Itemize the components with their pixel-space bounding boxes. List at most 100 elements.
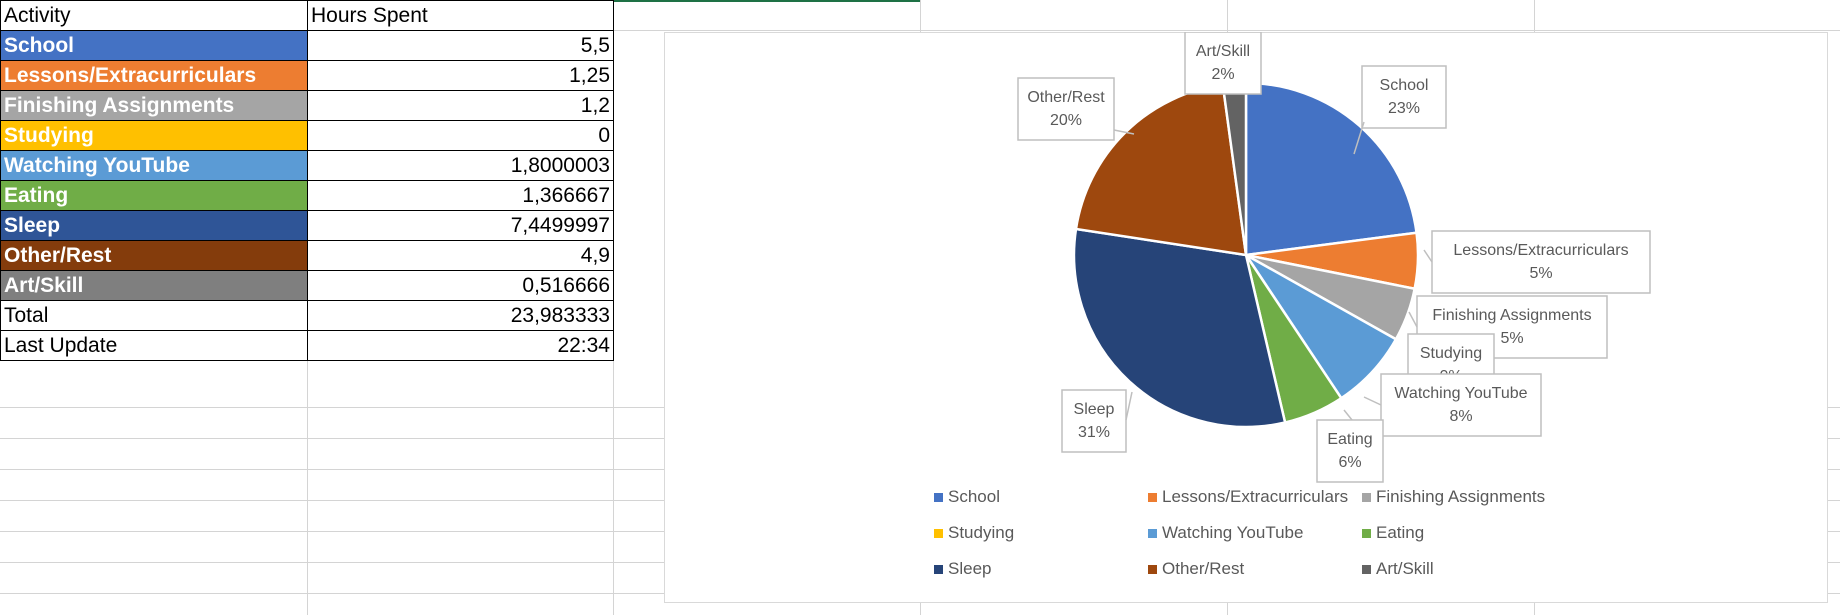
legend-label: School <box>948 487 1000 506</box>
data-label: Watching YouTube 8% <box>1380 373 1542 437</box>
data-label-percent: 31% <box>1078 424 1110 441</box>
data-label: Art/Skill 2% <box>1184 32 1262 95</box>
legend-label: Sleep <box>948 559 991 578</box>
data-label-percent: 6% <box>1338 454 1361 471</box>
last-update-label[interactable]: Last Update <box>0 330 308 361</box>
table-row: Lessons/Extracurriculars 1,25 <box>0 60 614 91</box>
legend-item[interactable]: Watching YouTube <box>1148 523 1303 542</box>
data-label-percent: 2% <box>1211 66 1234 83</box>
table-row: School 5,5 <box>0 30 614 61</box>
data-label-percent: 8% <box>1449 408 1472 425</box>
hours-cell[interactable]: 0,516666 <box>307 270 614 301</box>
legend-label: Watching YouTube <box>1162 523 1303 542</box>
legend-label: Art/Skill <box>1376 559 1434 578</box>
legend-swatch <box>1362 529 1371 538</box>
table-row: Finishing Assignments 1,2 <box>0 90 614 121</box>
legend-label: Studying <box>948 523 1014 542</box>
data-label-percent: 5% <box>1529 265 1552 282</box>
data-label-name: Sleep <box>1074 401 1115 418</box>
table-row: Sleep 7,4499997 <box>0 210 614 241</box>
legend-swatch <box>1148 565 1157 574</box>
data-label-box <box>1361 65 1447 129</box>
activity-cell[interactable]: Lessons/Extracurriculars <box>0 60 308 91</box>
hours-cell[interactable]: 0 <box>307 120 614 151</box>
hours-cell[interactable]: 1,2 <box>307 90 614 121</box>
legend-swatch <box>934 529 943 538</box>
activity-cell[interactable]: Art/Skill <box>0 270 308 301</box>
legend-item[interactable]: Other/Rest <box>1148 559 1244 578</box>
activity-cell[interactable]: Sleep <box>0 210 308 241</box>
data-label-box <box>1316 419 1384 483</box>
activity-cell[interactable]: Other/Rest <box>0 240 308 271</box>
data-label: Other/Rest 20% <box>1017 77 1115 141</box>
table-row: Art/Skill 0,516666 <box>0 270 614 301</box>
legend-swatch <box>1362 493 1371 502</box>
hours-cell[interactable]: 1,366667 <box>307 180 614 211</box>
data-label-percent: 23% <box>1388 100 1420 117</box>
legend-item[interactable]: School <box>934 487 1000 506</box>
last-update-row: Last Update 22:34 <box>0 330 614 361</box>
total-label[interactable]: Total <box>0 300 308 331</box>
activity-cell[interactable]: Finishing Assignments <box>0 90 308 121</box>
last-update-value[interactable]: 22:34 <box>307 330 614 361</box>
legend-item[interactable]: Lessons/Extracurriculars <box>1148 487 1348 506</box>
leader-line <box>1343 409 1353 421</box>
hours-cell[interactable]: 1,25 <box>307 60 614 91</box>
hours-cell[interactable]: 5,5 <box>307 30 614 61</box>
legend-label: Lessons/Extracurriculars <box>1162 487 1348 506</box>
total-value[interactable]: 23,983333 <box>307 300 614 331</box>
legend-label: Finishing Assignments <box>1376 487 1545 506</box>
pie-chart[interactable]: School 23% Lessons/Extracurriculars 5% Finis… <box>664 32 1828 603</box>
data-label: Sleep 31% <box>1061 389 1127 453</box>
legend-label: Other/Rest <box>1162 559 1244 578</box>
data-label-box <box>1380 373 1542 437</box>
header-activity[interactable]: Activity <box>0 0 308 31</box>
legend-swatch <box>934 493 943 502</box>
legend-swatch <box>1362 565 1371 574</box>
legend-swatch <box>934 565 943 574</box>
hours-cell[interactable]: 1,8000003 <box>307 150 614 181</box>
data-label-name: Watching YouTube <box>1394 385 1527 402</box>
activity-cell[interactable]: School <box>0 30 308 61</box>
data-label-box <box>1061 389 1127 453</box>
legend-item[interactable]: Studying <box>934 523 1014 542</box>
legend-item[interactable]: Art/Skill <box>1362 559 1434 578</box>
data-label-box <box>1184 32 1262 95</box>
table-row: Eating 1,366667 <box>0 180 614 211</box>
legend-item[interactable]: Finishing Assignments <box>1362 487 1545 506</box>
table-row: Other/Rest 4,9 <box>0 240 614 271</box>
data-label-box <box>1431 230 1651 294</box>
data-label-name: Finishing Assignments <box>1432 307 1591 324</box>
data-label-name: School <box>1380 77 1429 94</box>
hours-cell[interactable]: 4,9 <box>307 240 614 271</box>
data-label-name: Other/Rest <box>1027 89 1105 106</box>
table-row: Watching YouTube 1,8000003 <box>0 150 614 181</box>
data-label: Eating 6% <box>1316 419 1384 483</box>
data-label-name: Eating <box>1327 431 1372 448</box>
grid-line <box>613 0 614 615</box>
activity-cell[interactable]: Eating <box>0 180 308 211</box>
legend-swatch <box>1148 529 1157 538</box>
legend-item[interactable]: Sleep <box>934 559 991 578</box>
selection-indicator <box>614 0 920 2</box>
data-label-name: Lessons/Extracurriculars <box>1453 242 1628 259</box>
pie-slice[interactable] <box>1244 81 1418 257</box>
leader-line <box>1423 249 1433 263</box>
table-header-row: Activity Hours Spent <box>0 0 614 31</box>
activity-cell[interactable]: Studying <box>0 120 308 151</box>
leader-line <box>1353 121 1365 155</box>
leader-line <box>1125 391 1133 421</box>
data-label-percent: 20% <box>1050 112 1082 129</box>
data-label-name: Art/Skill <box>1196 43 1250 60</box>
hours-cell[interactable]: 7,4499997 <box>307 210 614 241</box>
pie-slice[interactable] <box>1072 227 1287 429</box>
legend-item[interactable]: Eating <box>1362 523 1424 542</box>
legend-swatch <box>1148 493 1157 502</box>
leader-line <box>1113 129 1135 135</box>
leader-line <box>1363 396 1382 406</box>
header-hours[interactable]: Hours Spent <box>307 0 614 31</box>
data-label-percent: 5% <box>1500 330 1523 347</box>
table-row: Studying 0 <box>0 120 614 151</box>
legend-label: Eating <box>1376 523 1424 542</box>
activity-cell[interactable]: Watching YouTube <box>0 150 308 181</box>
